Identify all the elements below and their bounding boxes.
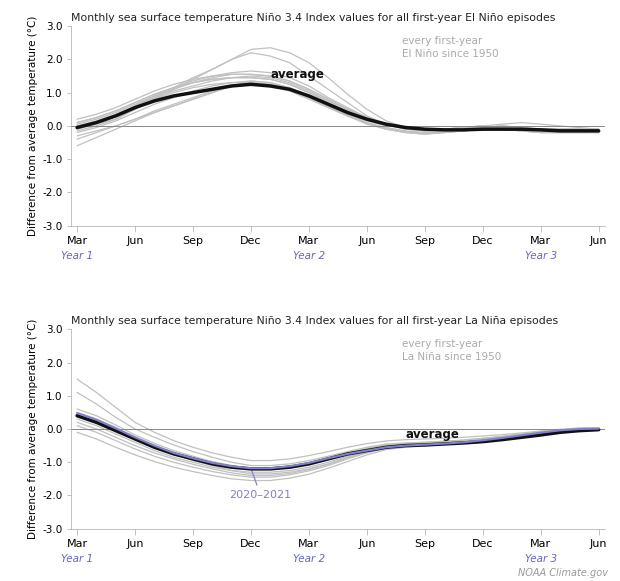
Text: 2020–2021: 2020–2021 <box>229 471 291 500</box>
Text: NOAA Climate.gov: NOAA Climate.gov <box>518 568 608 578</box>
Text: Year 1: Year 1 <box>61 250 93 260</box>
Text: Year 3: Year 3 <box>525 250 557 260</box>
Text: Year 2: Year 2 <box>293 554 325 564</box>
Text: Year 2: Year 2 <box>293 250 325 260</box>
Text: average: average <box>405 428 459 440</box>
Text: average: average <box>270 68 324 81</box>
Text: every first-year
La Niña since 1950: every first-year La Niña since 1950 <box>402 339 501 363</box>
Y-axis label: Difference from average temperature (°C): Difference from average temperature (°C) <box>28 319 38 539</box>
Text: Year 3: Year 3 <box>525 554 557 564</box>
Text: Monthly sea surface temperature Niño 3.4 Index values for all first-year La Niña: Monthly sea surface temperature Niño 3.4… <box>71 315 559 326</box>
Y-axis label: Difference from average temperature (°C): Difference from average temperature (°C) <box>28 16 38 236</box>
Text: Year 1: Year 1 <box>61 554 93 564</box>
Text: every first-year
El Niño since 1950: every first-year El Niño since 1950 <box>402 36 498 59</box>
Text: Monthly sea surface temperature Niño 3.4 Index values for all first-year El Niño: Monthly sea surface temperature Niño 3.4… <box>71 13 556 23</box>
